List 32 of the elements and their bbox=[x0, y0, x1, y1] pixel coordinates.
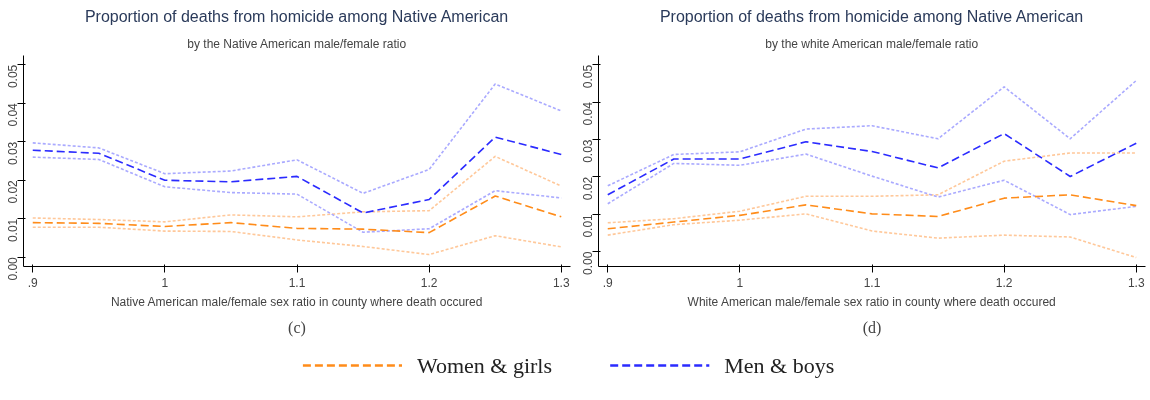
x-tick-label: 1.2 bbox=[420, 275, 438, 290]
x-tick-label: 1 bbox=[161, 275, 169, 290]
y-tick-label: 0.04 bbox=[6, 102, 20, 127]
x-tick-label: 1.3 bbox=[1127, 275, 1145, 290]
y-tick-label: 0.05 bbox=[581, 64, 595, 89]
y-tick-label: 0.00 bbox=[581, 251, 595, 275]
y-tick-label: 0.02 bbox=[581, 176, 595, 201]
text: (c) bbox=[288, 318, 306, 337]
x-axis-title: Native American male/female sex ratio in county where death occured bbox=[110, 294, 483, 309]
y-tick-label: 0.03 bbox=[6, 141, 20, 166]
x-tick-label: 1.1 bbox=[288, 275, 306, 290]
x-tick-label: 1.2 bbox=[995, 275, 1013, 290]
chart-subtitle: by the Native American male/female ratio bbox=[187, 36, 407, 51]
chart-subtitle: by the white American male/female ratio bbox=[765, 36, 979, 51]
x-axis-title: White American male/female sex ratio in county where death occured bbox=[687, 294, 1056, 309]
y-tick-label: 0.05 bbox=[6, 64, 20, 89]
x-tick-label: .9 bbox=[27, 275, 39, 290]
y-tick-label: 0.02 bbox=[6, 179, 20, 204]
text: (d) bbox=[862, 318, 882, 337]
x-tick-label: .9 bbox=[602, 275, 614, 290]
y-tick-label: 0.03 bbox=[581, 139, 595, 163]
legend-label: Men & boys bbox=[724, 353, 835, 378]
y-tick-label: 0.04 bbox=[581, 101, 595, 126]
y-tick-label: 0.00 bbox=[6, 256, 20, 281]
x-tick-label: 1.1 bbox=[863, 275, 881, 290]
y-tick-label: 0.01 bbox=[6, 218, 20, 243]
x-tick-label: 1 bbox=[736, 275, 744, 290]
legend-label: Women & girls bbox=[416, 353, 552, 378]
x-tick-label: 1.3 bbox=[552, 275, 570, 290]
chart-title: Proportion of deaths from homicide among Native American bbox=[84, 7, 509, 25]
chart-title: Proportion of deaths from homicide among Native American bbox=[659, 7, 1084, 25]
y-tick-label: 0.01 bbox=[581, 213, 595, 238]
